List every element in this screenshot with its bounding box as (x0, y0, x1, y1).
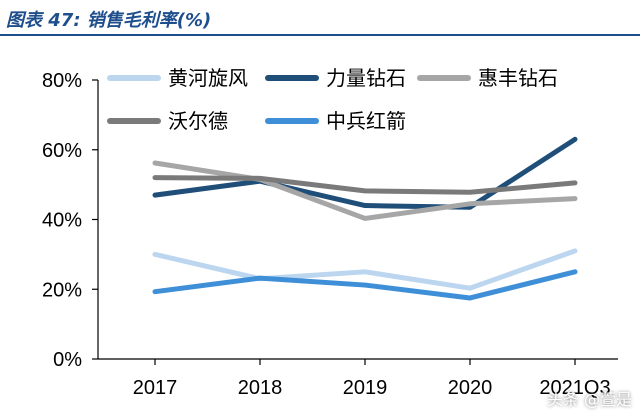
x-tick-label: 2021Q3 (539, 377, 610, 399)
series-line-3 (152, 160, 578, 221)
title-rule (0, 34, 640, 36)
y-tick-label: 20% (42, 279, 82, 301)
series-line-2 (152, 136, 578, 210)
series-line-4 (152, 175, 578, 195)
legend-label-5: 中兵红箭 (326, 109, 406, 133)
figure-title: 图表 47: 销售毛利率(%) (6, 10, 212, 31)
watermark: 头条 @萱是 (546, 390, 632, 409)
y-tick-label: 0% (53, 349, 82, 371)
series-line-5 (152, 269, 578, 301)
legend-label-4: 沃尔德 (168, 109, 228, 133)
series-line-1 (152, 248, 578, 291)
x-tick-label: 2019 (343, 377, 388, 399)
x-tick-label: 2020 (448, 377, 493, 399)
title-bar: 图表 47: 销售毛利率(%) (0, 0, 640, 36)
x-tick-label: 2018 (238, 377, 283, 399)
y-tick-label: 60% (42, 140, 82, 162)
y-tick-label: 40% (42, 210, 82, 232)
x-tick-label: 2017 (133, 377, 178, 399)
legend-label-2: 力量钻石 (326, 66, 406, 90)
legend-label-1: 黄河旋风 (168, 66, 248, 90)
y-tick-label: 80% (42, 70, 82, 92)
legend-label-3: 惠丰钻石 (478, 66, 558, 90)
